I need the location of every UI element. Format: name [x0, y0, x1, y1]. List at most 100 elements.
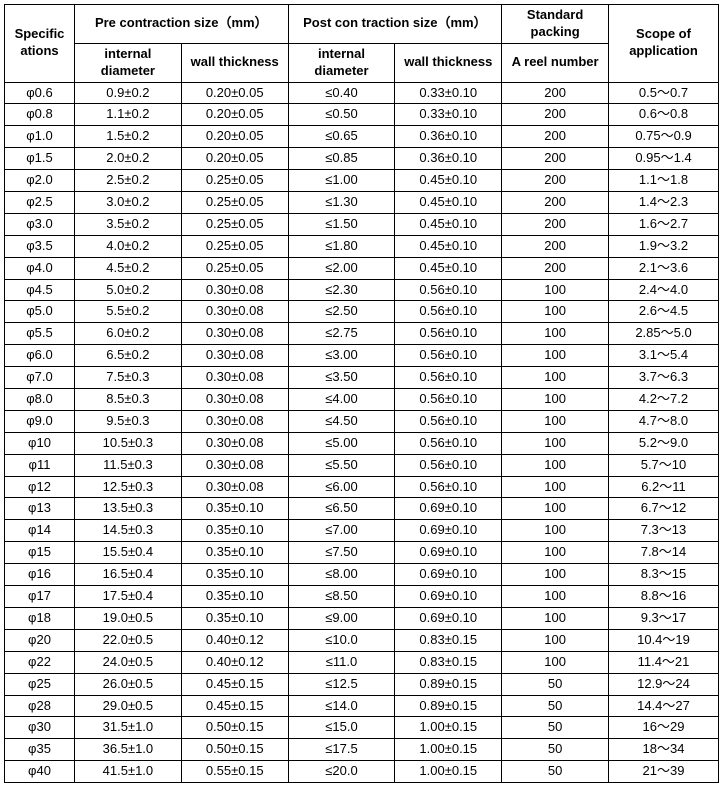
cell-pre-wall-thickness: 0.35±0.10: [181, 520, 288, 542]
table-row: φ4.55.0±0.20.30±0.08≤2.300.56±0.101002.4…: [5, 279, 719, 301]
cell-reel-number: 50: [502, 761, 609, 783]
cell-post-wall-thickness: 0.56±0.10: [395, 389, 502, 411]
header-pre-contraction: Pre contraction size（mm）: [75, 5, 289, 44]
cell-scope: 5.2～9.0: [609, 432, 719, 454]
cell-post-internal-diameter: ≤0.50: [288, 104, 395, 126]
cell-post-wall-thickness: 0.33±0.10: [395, 82, 502, 104]
cell-spec: φ40: [5, 761, 75, 783]
cell-pre-internal-diameter: 2.0±0.2: [75, 148, 182, 170]
table-row: φ0.60.9±0.20.20±0.05≤0.400.33±0.102000.5…: [5, 82, 719, 104]
cell-reel-number: 100: [502, 564, 609, 586]
cell-spec: φ30: [5, 717, 75, 739]
cell-pre-wall-thickness: 0.55±0.15: [181, 761, 288, 783]
cell-pre-internal-diameter: 16.5±0.4: [75, 564, 182, 586]
cell-pre-wall-thickness: 0.30±0.08: [181, 323, 288, 345]
cell-pre-wall-thickness: 0.35±0.10: [181, 498, 288, 520]
table-row: φ8.08.5±0.30.30±0.08≤4.000.56±0.101004.2…: [5, 389, 719, 411]
cell-pre-internal-diameter: 19.0±0.5: [75, 607, 182, 629]
header-pre-wall-thickness: wall thickness: [181, 43, 288, 82]
cell-reel-number: 100: [502, 476, 609, 498]
cell-post-internal-diameter: ≤4.50: [288, 410, 395, 432]
cell-pre-wall-thickness: 0.50±0.15: [181, 739, 288, 761]
cell-post-internal-diameter: ≤3.00: [288, 345, 395, 367]
cell-reel-number: 100: [502, 607, 609, 629]
table-row: φ1717.5±0.40.35±0.10≤8.500.69±0.101008.8…: [5, 586, 719, 608]
cell-post-wall-thickness: 0.89±0.15: [395, 695, 502, 717]
cell-post-internal-diameter: ≤7.50: [288, 542, 395, 564]
table-row: φ3031.5±1.00.50±0.15≤15.01.00±0.155016～2…: [5, 717, 719, 739]
cell-pre-wall-thickness: 0.30±0.08: [181, 301, 288, 323]
cell-pre-internal-diameter: 6.0±0.2: [75, 323, 182, 345]
table-row: φ2829.0±0.50.45±0.15≤14.00.89±0.155014.4…: [5, 695, 719, 717]
cell-spec: φ8.0: [5, 389, 75, 411]
cell-pre-internal-diameter: 13.5±0.3: [75, 498, 182, 520]
table-row: φ7.07.5±0.30.30±0.08≤3.500.56±0.101003.7…: [5, 367, 719, 389]
cell-pre-internal-diameter: 36.5±1.0: [75, 739, 182, 761]
cell-scope: 10.4～19: [609, 629, 719, 651]
cell-reel-number: 100: [502, 301, 609, 323]
cell-scope: 1.1～1.8: [609, 170, 719, 192]
cell-spec: φ3.0: [5, 213, 75, 235]
cell-post-wall-thickness: 0.56±0.10: [395, 454, 502, 476]
cell-reel-number: 200: [502, 170, 609, 192]
cell-scope: 2.85～5.0: [609, 323, 719, 345]
cell-spec: φ1.0: [5, 126, 75, 148]
cell-reel-number: 100: [502, 629, 609, 651]
cell-post-wall-thickness: 0.36±0.10: [395, 148, 502, 170]
header-pre-internal-diameter: internal diameter: [75, 43, 182, 82]
cell-pre-internal-diameter: 15.5±0.4: [75, 542, 182, 564]
header-post-internal-diameter: internal diameter: [288, 43, 395, 82]
cell-post-wall-thickness: 0.69±0.10: [395, 586, 502, 608]
table-row: φ4.04.5±0.20.25±0.05≤2.000.45±0.102002.1…: [5, 257, 719, 279]
cell-scope: 0.5～0.7: [609, 82, 719, 104]
cell-pre-wall-thickness: 0.30±0.08: [181, 389, 288, 411]
cell-pre-wall-thickness: 0.35±0.10: [181, 564, 288, 586]
cell-scope: 2.4～4.0: [609, 279, 719, 301]
cell-pre-wall-thickness: 0.25±0.05: [181, 170, 288, 192]
cell-post-internal-diameter: ≤8.50: [288, 586, 395, 608]
cell-post-internal-diameter: ≤0.65: [288, 126, 395, 148]
cell-pre-internal-diameter: 31.5±1.0: [75, 717, 182, 739]
cell-pre-wall-thickness: 0.45±0.15: [181, 695, 288, 717]
cell-pre-wall-thickness: 0.30±0.08: [181, 410, 288, 432]
cell-spec: φ17: [5, 586, 75, 608]
cell-pre-wall-thickness: 0.25±0.05: [181, 257, 288, 279]
cell-spec: φ14: [5, 520, 75, 542]
cell-scope: 9.3～17: [609, 607, 719, 629]
cell-post-internal-diameter: ≤17.5: [288, 739, 395, 761]
cell-reel-number: 100: [502, 651, 609, 673]
cell-post-wall-thickness: 0.33±0.10: [395, 104, 502, 126]
cell-reel-number: 100: [502, 389, 609, 411]
cell-spec: φ25: [5, 673, 75, 695]
cell-reel-number: 200: [502, 235, 609, 257]
cell-spec: φ2.5: [5, 192, 75, 214]
cell-pre-wall-thickness: 0.40±0.12: [181, 651, 288, 673]
table-row: φ0.81.1±0.20.20±0.05≤0.500.33±0.102000.6…: [5, 104, 719, 126]
cell-post-wall-thickness: 0.83±0.15: [395, 651, 502, 673]
cell-spec: φ22: [5, 651, 75, 673]
cell-scope: 7.8～14: [609, 542, 719, 564]
cell-pre-wall-thickness: 0.30±0.08: [181, 454, 288, 476]
cell-reel-number: 100: [502, 323, 609, 345]
cell-spec: φ7.0: [5, 367, 75, 389]
cell-spec: φ9.0: [5, 410, 75, 432]
cell-pre-internal-diameter: 4.5±0.2: [75, 257, 182, 279]
table-row: φ1414.5±0.30.35±0.10≤7.000.69±0.101007.3…: [5, 520, 719, 542]
cell-post-wall-thickness: 0.83±0.15: [395, 629, 502, 651]
cell-pre-wall-thickness: 0.20±0.05: [181, 82, 288, 104]
cell-pre-internal-diameter: 12.5±0.3: [75, 476, 182, 498]
cell-reel-number: 50: [502, 673, 609, 695]
table-row: φ2.53.0±0.20.25±0.05≤1.300.45±0.102001.4…: [5, 192, 719, 214]
cell-pre-wall-thickness: 0.30±0.08: [181, 345, 288, 367]
cell-pre-internal-diameter: 26.0±0.5: [75, 673, 182, 695]
header-reel-number: A reel number: [502, 43, 609, 82]
cell-pre-wall-thickness: 0.35±0.10: [181, 607, 288, 629]
cell-scope: 0.6～0.8: [609, 104, 719, 126]
cell-scope: 12.9～24: [609, 673, 719, 695]
table-row: φ1.01.5±0.20.20±0.05≤0.650.36±0.102000.7…: [5, 126, 719, 148]
cell-post-wall-thickness: 0.56±0.10: [395, 410, 502, 432]
cell-pre-internal-diameter: 1.5±0.2: [75, 126, 182, 148]
cell-scope: 8.3～15: [609, 564, 719, 586]
table-row: φ2.02.5±0.20.25±0.05≤1.000.45±0.102001.1…: [5, 170, 719, 192]
cell-reel-number: 100: [502, 279, 609, 301]
